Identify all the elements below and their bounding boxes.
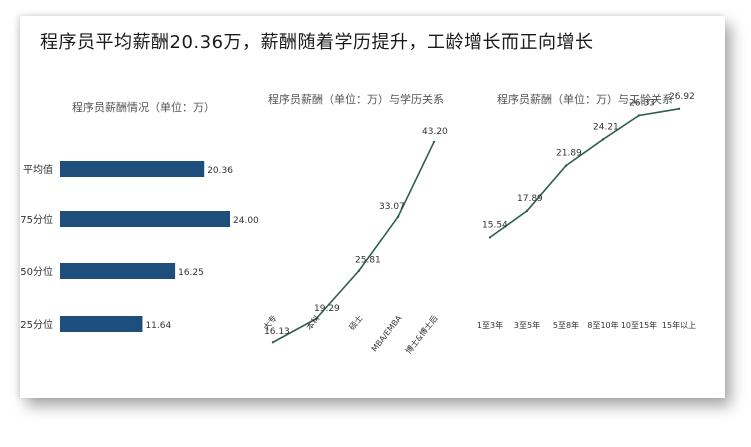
education-point-2 [357,269,361,272]
bar-value-label-0: 20.36 [207,166,233,176]
headline: 程序员平均薪酬20.36万，薪酬随着学历提升，工龄增长而正向增长 [40,32,594,53]
experience-category-label-1: 3至5年 [514,320,540,330]
experience-point-3 [601,138,605,141]
education-point-0 [271,341,275,344]
bar-value-label-2: 16.25 [178,268,204,278]
education-value-label-3: 33.07 [379,202,405,212]
experience-point-1 [525,209,529,213]
bar-1 [60,211,230,227]
bar-category-label-3: 25分位 [20,318,53,331]
experience-point-4 [637,114,641,117]
experience-value-label-2: 21.89 [556,149,582,159]
bar-category-label-2: 50分位 [20,265,53,278]
experience-value-label-5: 26.92 [669,92,695,102]
experience-point-2 [564,164,568,167]
education-point-3 [396,215,400,219]
bar-chart-title: 程序员薪酬情况（单位：万） [72,101,215,114]
education-value-label-2: 25.81 [355,256,381,266]
education-value-label-1: 19.29 [314,304,340,314]
experience-point-0 [488,236,492,239]
bar-2 [60,263,176,279]
bar-3 [60,316,143,332]
bar-category-label-0: 平均值 [23,163,53,176]
bar-category-label-1: 75分位 [20,213,53,226]
experience-value-label-3: 24.21 [593,122,619,132]
experience-category-label-5: 15年以上 [662,320,696,330]
education-category-label-4: 博士&博士后 [403,313,439,356]
experience-series-line [489,108,680,239]
experience-point-5 [677,107,681,111]
experience-category-label-4: 10至15年 [621,320,657,330]
experience-value-label-1: 17.89 [517,194,543,204]
bar-0 [60,161,205,177]
experience-category-label-3: 8至10年 [587,320,618,330]
experience-chart-title: 程序员薪酬（单位：万）与工龄关系 [497,93,673,106]
experience-value-label-4: 26.33 [629,98,655,108]
experience-value-label-0: 15.54 [482,220,508,230]
education-value-label-4: 43.20 [422,127,448,137]
education-series-line [272,141,435,343]
education-point-4 [432,140,436,144]
slide [20,16,725,398]
education-chart-title: 程序员薪酬（单位：万）与学历关系 [268,93,444,106]
experience-category-label-0: 1至3年 [477,320,503,330]
education-category-label-2: 硕士 [347,313,365,332]
education-category-label-3: MBA/EMBA [370,313,404,353]
education-point-1 [314,317,318,321]
education-value-label-0: 16.13 [264,327,290,337]
bar-value-label-3: 11.64 [145,321,171,331]
experience-category-label-2: 5至8年 [553,320,579,330]
bar-value-label-1: 24.00 [233,216,259,226]
